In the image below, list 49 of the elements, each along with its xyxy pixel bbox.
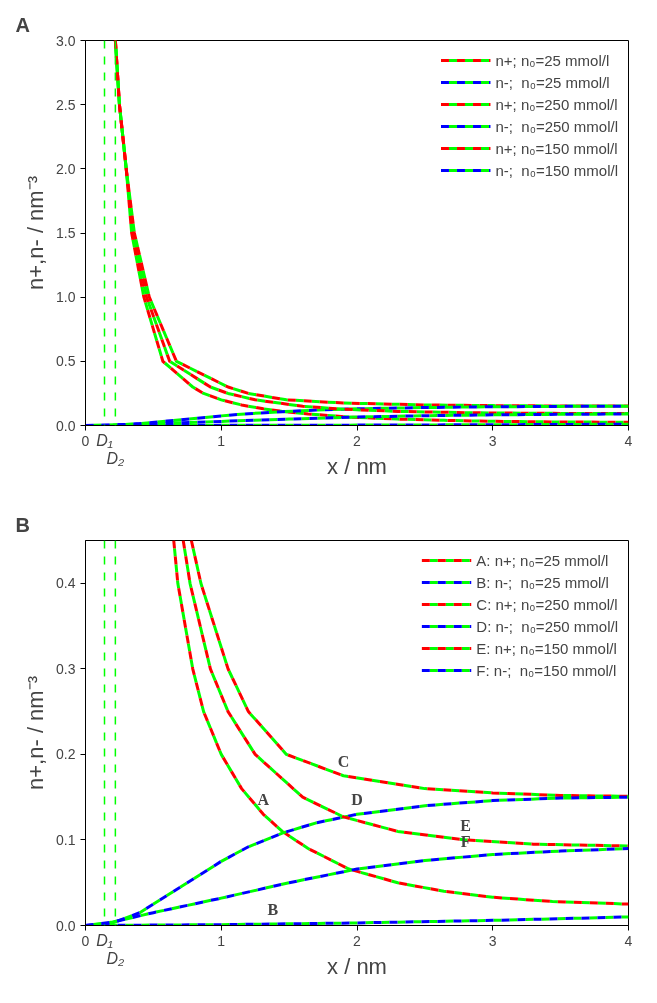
x-axis-title: x / nm: [327, 453, 387, 479]
legend-label: E: n+; n₀=150 mmol/l: [476, 639, 617, 657]
y-tick-label: 2.5: [56, 96, 76, 113]
x-tick-label: 4: [624, 932, 633, 949]
ref-line-label: D₂: [106, 949, 125, 967]
y-tick-label: 1.5: [56, 225, 76, 241]
x-tick-label: 0: [81, 432, 90, 449]
legend-label: n-; n₀=150 mmol/l: [495, 161, 618, 179]
y-tick-label: 0.1: [56, 831, 76, 848]
ref-line-label: D₁: [96, 931, 113, 949]
y-tick-label: 0.0: [56, 417, 76, 434]
x-tick-label: 3: [488, 432, 497, 449]
chart-title: A: [15, 13, 30, 36]
annotation: E: [460, 816, 471, 834]
ref-line-label: D₁: [96, 431, 113, 449]
y-tick-label: 0.3: [56, 660, 76, 677]
y-tick-label: 2.0: [56, 160, 76, 177]
annotation: D: [351, 791, 363, 809]
annotation: B: [267, 900, 279, 918]
y-tick-label: 0.0: [56, 917, 76, 934]
legend-label: n-; n₀=25 mmol/l: [495, 73, 610, 91]
x-tick-label: 1: [217, 932, 226, 949]
y-tick-label: 0.5: [56, 353, 76, 370]
x-tick-label: 1: [217, 432, 226, 449]
legend-label: n+; n₀=250 mmol/l: [495, 95, 618, 113]
y-tick-label: 0.4: [56, 575, 76, 592]
y-tick-label: 1.0: [56, 289, 76, 306]
legend-label: A: n+; n₀=25 mmol/l: [476, 551, 609, 569]
x-tick-label: 2: [353, 432, 362, 449]
x-tick-label: 4: [624, 432, 633, 449]
y-tick-label: 3.0: [56, 32, 76, 49]
x-tick-label: 3: [488, 932, 497, 949]
y-tick-label: 0.2: [56, 746, 76, 763]
x-tick-label: 0: [81, 932, 90, 949]
chart-title: B: [15, 513, 30, 536]
y-axis-title: n+,n- / nm⁻³: [23, 176, 49, 290]
y-axis-title: n+,n- / nm⁻³: [23, 676, 49, 790]
annotation: C: [337, 752, 350, 770]
x-axis-title: x / nm: [327, 953, 387, 979]
legend-label: n+; n₀=25 mmol/l: [495, 51, 610, 69]
legend-label: n-; n₀=250 mmol/l: [495, 117, 618, 135]
ref-line-label: D₂: [106, 449, 125, 467]
annotation: A: [257, 791, 270, 809]
legend-label: D: n-; n₀=250 mmol/l: [476, 617, 618, 635]
legend-label: B: n-; n₀=25 mmol/l: [476, 573, 609, 591]
legend-label: n+; n₀=150 mmol/l: [495, 139, 618, 157]
x-tick-label: 2: [353, 932, 362, 949]
legend-label: F: n-; n₀=150 mmol/l: [476, 661, 617, 679]
legend-label: C: n+; n₀=250 mmol/l: [476, 595, 618, 613]
